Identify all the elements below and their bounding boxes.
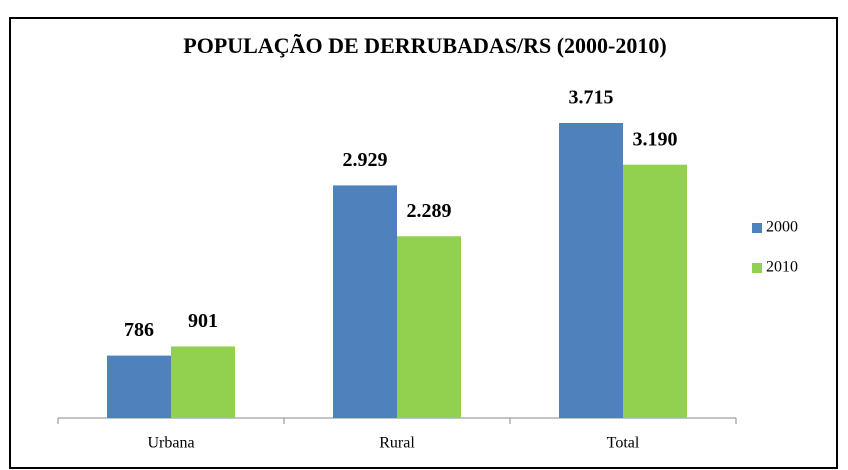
data-label: 2.929 bbox=[343, 149, 388, 171]
bar bbox=[623, 164, 687, 418]
x-tick-label: Urbana bbox=[147, 435, 194, 452]
data-label: 786 bbox=[124, 319, 154, 341]
data-label: 2.289 bbox=[407, 200, 452, 222]
bar bbox=[397, 236, 461, 418]
chart-title: POPULAÇÃO DE DERRUBADAS/RS (2000-2010) bbox=[183, 33, 666, 58]
data-label: 3.715 bbox=[569, 87, 614, 109]
bar bbox=[559, 123, 623, 418]
bar bbox=[171, 346, 235, 418]
bar bbox=[333, 185, 397, 418]
legend-swatch bbox=[752, 223, 762, 233]
bar bbox=[107, 355, 171, 418]
x-tick-label: Total bbox=[607, 435, 640, 452]
legend-label: 2010 bbox=[766, 259, 798, 276]
data-label: 3.190 bbox=[633, 128, 678, 150]
data-label: 901 bbox=[188, 310, 218, 332]
legend-swatch bbox=[752, 263, 762, 273]
legend-label: 2000 bbox=[766, 219, 798, 236]
x-tick-label: Rural bbox=[379, 435, 415, 452]
